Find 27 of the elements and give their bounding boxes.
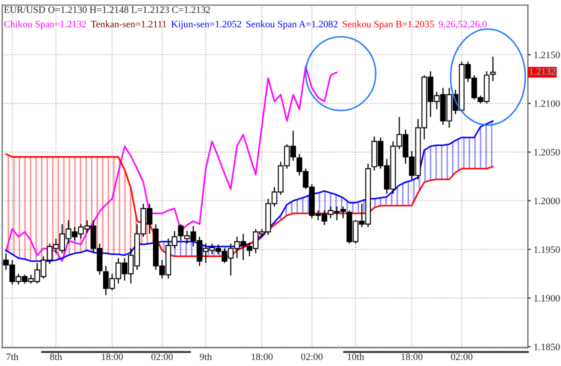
y-tick-label: 1.1900 [534, 294, 560, 302]
annotation: Kijun-sen=1.2052 [171, 20, 242, 30]
x-tick-label: 8th [50, 353, 62, 360]
x-tick-label: 02:00 [301, 354, 323, 360]
x-tick-label: 18:00 [402, 354, 422, 360]
candlestick [490, 56, 496, 82]
x-tick-label: 18:00 [252, 354, 273, 360]
annotation: Senkou Span A=1.2082 [246, 20, 338, 30]
y-tick-label: 1.1950 [534, 246, 560, 253]
x-tick-label: 10th [348, 353, 364, 360]
annotation: Senkou Span B=1.2035 [342, 20, 434, 30]
x-tick-label: 02:00 [151, 354, 173, 360]
y-tick-label: 1.2100 [534, 100, 560, 107]
x-tick-label: 18:00 [102, 354, 123, 360]
chart-title: EUR/USD O=1.2130 H=1.2148 L=1.2123 C=1.2132 [4, 6, 210, 14]
x-tick-label: 02:00 [451, 354, 472, 360]
y-tick-label: 1.1850 [534, 344, 560, 350]
text: 1.2132 [530, 68, 556, 75]
annotation: Tenkan-sen=1.2111 [90, 20, 166, 28]
y-tick-label: 1.2150 [534, 52, 560, 58]
y-tick-label: 1.2050 [534, 148, 560, 156]
annotation: Chikou Span=1.2132 [4, 20, 86, 30]
line-series [5, 66, 338, 262]
x-tick-label: 7th [6, 353, 18, 360]
y-tick-label: 1.2000 [534, 198, 560, 204]
x-tick-label: 9th [200, 353, 212, 360]
annotation: 9,26,52,26,0 [438, 20, 487, 29]
